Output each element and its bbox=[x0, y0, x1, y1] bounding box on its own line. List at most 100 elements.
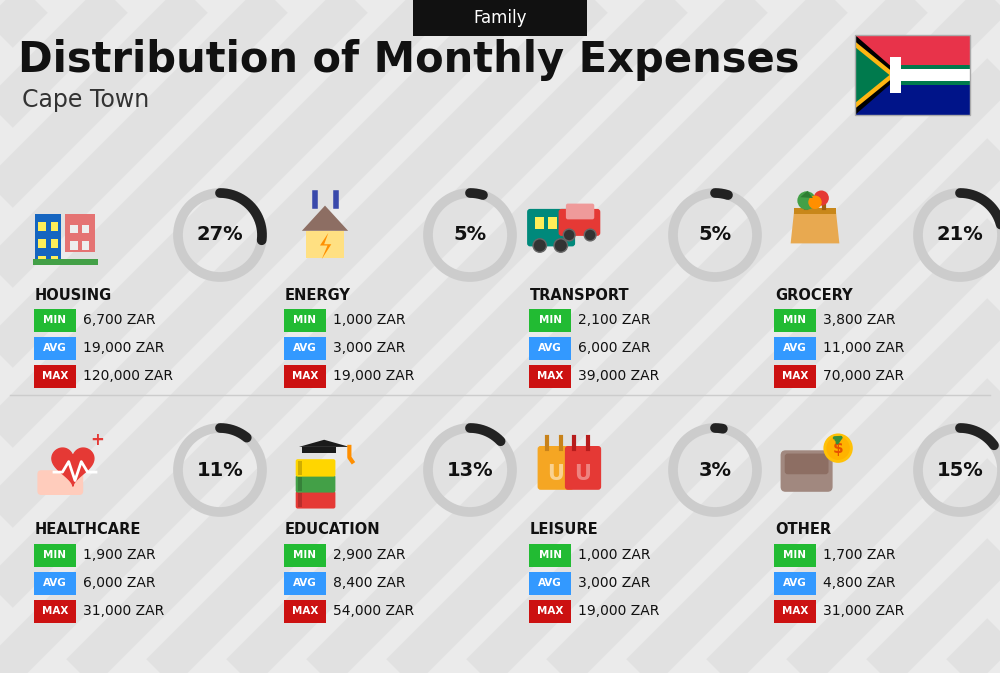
Text: 11,000 ZAR: 11,000 ZAR bbox=[823, 341, 904, 355]
Text: MIN: MIN bbox=[784, 315, 806, 325]
Bar bbox=[302, 447, 336, 453]
Text: 3%: 3% bbox=[698, 460, 732, 479]
Bar bbox=[51, 222, 58, 231]
FancyBboxPatch shape bbox=[296, 459, 335, 476]
Circle shape bbox=[533, 239, 546, 252]
Text: AVG: AVG bbox=[43, 578, 67, 588]
Text: 5%: 5% bbox=[698, 225, 732, 244]
FancyBboxPatch shape bbox=[781, 450, 833, 492]
Bar bbox=[794, 208, 836, 215]
Bar bbox=[855, 65, 970, 85]
FancyBboxPatch shape bbox=[34, 365, 76, 388]
Text: 1,700 ZAR: 1,700 ZAR bbox=[823, 548, 896, 562]
Text: OTHER: OTHER bbox=[775, 522, 831, 538]
Text: 21%: 21% bbox=[937, 225, 983, 244]
Circle shape bbox=[797, 191, 816, 210]
Text: AVG: AVG bbox=[293, 343, 317, 353]
Text: GROCERY: GROCERY bbox=[775, 287, 853, 302]
Text: AVG: AVG bbox=[538, 578, 562, 588]
Bar bbox=[855, 75, 970, 115]
Circle shape bbox=[814, 190, 829, 205]
FancyBboxPatch shape bbox=[37, 470, 83, 495]
Circle shape bbox=[563, 229, 575, 241]
Polygon shape bbox=[299, 439, 349, 447]
Bar bbox=[890, 76, 901, 93]
Bar bbox=[51, 256, 58, 264]
Text: HOUSING: HOUSING bbox=[35, 287, 112, 302]
FancyBboxPatch shape bbox=[34, 544, 76, 567]
Bar bbox=[35, 214, 61, 260]
FancyBboxPatch shape bbox=[785, 454, 828, 474]
FancyBboxPatch shape bbox=[529, 571, 571, 594]
Text: MAX: MAX bbox=[537, 371, 563, 381]
FancyBboxPatch shape bbox=[34, 600, 76, 623]
Text: 11%: 11% bbox=[197, 460, 243, 479]
FancyBboxPatch shape bbox=[529, 308, 571, 332]
Text: 6,000 ZAR: 6,000 ZAR bbox=[83, 576, 156, 590]
Bar bbox=[298, 477, 302, 491]
Text: 8,400 ZAR: 8,400 ZAR bbox=[333, 576, 406, 590]
FancyBboxPatch shape bbox=[34, 308, 76, 332]
Bar bbox=[82, 242, 89, 250]
FancyBboxPatch shape bbox=[529, 336, 571, 359]
Text: MIN: MIN bbox=[538, 550, 562, 560]
Text: 3,000 ZAR: 3,000 ZAR bbox=[333, 341, 405, 355]
Bar bbox=[82, 225, 89, 233]
Bar bbox=[855, 35, 970, 75]
Text: ENERGY: ENERGY bbox=[285, 287, 351, 302]
FancyBboxPatch shape bbox=[566, 204, 594, 219]
Text: MAX: MAX bbox=[782, 606, 808, 616]
Text: EDUCATION: EDUCATION bbox=[285, 522, 381, 538]
FancyBboxPatch shape bbox=[774, 600, 816, 623]
Bar bbox=[535, 217, 544, 229]
Text: AVG: AVG bbox=[43, 343, 67, 353]
Text: Distribution of Monthly Expenses: Distribution of Monthly Expenses bbox=[18, 39, 800, 81]
FancyBboxPatch shape bbox=[527, 209, 575, 246]
FancyBboxPatch shape bbox=[565, 446, 601, 490]
Bar bbox=[298, 493, 302, 507]
FancyBboxPatch shape bbox=[34, 571, 76, 594]
Text: MIN: MIN bbox=[294, 315, 316, 325]
Bar bbox=[70, 225, 78, 233]
Bar bbox=[298, 461, 302, 474]
FancyBboxPatch shape bbox=[284, 600, 326, 623]
Text: AVG: AVG bbox=[293, 578, 317, 588]
Text: 6,000 ZAR: 6,000 ZAR bbox=[578, 341, 650, 355]
Bar bbox=[38, 256, 46, 264]
Text: MAX: MAX bbox=[537, 606, 563, 616]
Bar bbox=[38, 222, 46, 231]
FancyBboxPatch shape bbox=[34, 336, 76, 359]
Text: 1,000 ZAR: 1,000 ZAR bbox=[578, 548, 650, 562]
Bar bbox=[561, 217, 570, 229]
Circle shape bbox=[823, 433, 853, 463]
Polygon shape bbox=[855, 47, 890, 103]
Text: 1,000 ZAR: 1,000 ZAR bbox=[333, 313, 406, 327]
Text: MAX: MAX bbox=[42, 606, 68, 616]
Text: TRANSPORT: TRANSPORT bbox=[530, 287, 630, 302]
Text: LEISURE: LEISURE bbox=[530, 522, 599, 538]
Bar bbox=[890, 69, 970, 81]
Circle shape bbox=[826, 436, 850, 460]
Text: 31,000 ZAR: 31,000 ZAR bbox=[83, 604, 164, 618]
FancyBboxPatch shape bbox=[284, 571, 326, 594]
Polygon shape bbox=[855, 35, 901, 115]
FancyBboxPatch shape bbox=[774, 308, 816, 332]
FancyBboxPatch shape bbox=[529, 365, 571, 388]
Text: 13%: 13% bbox=[447, 460, 493, 479]
Text: 2,100 ZAR: 2,100 ZAR bbox=[578, 313, 650, 327]
Polygon shape bbox=[302, 205, 348, 231]
Text: 3,800 ZAR: 3,800 ZAR bbox=[823, 313, 896, 327]
Text: AVG: AVG bbox=[783, 343, 807, 353]
Text: 15%: 15% bbox=[937, 460, 983, 479]
FancyBboxPatch shape bbox=[284, 308, 326, 332]
Text: $: $ bbox=[833, 441, 843, 456]
Bar bbox=[548, 217, 557, 229]
Text: 5%: 5% bbox=[453, 225, 487, 244]
Text: 27%: 27% bbox=[197, 225, 243, 244]
Text: Cape Town: Cape Town bbox=[22, 88, 149, 112]
Polygon shape bbox=[52, 448, 94, 486]
Text: U: U bbox=[547, 464, 564, 484]
Text: MIN: MIN bbox=[538, 315, 562, 325]
Bar bbox=[33, 259, 98, 264]
Text: +: + bbox=[90, 431, 104, 449]
